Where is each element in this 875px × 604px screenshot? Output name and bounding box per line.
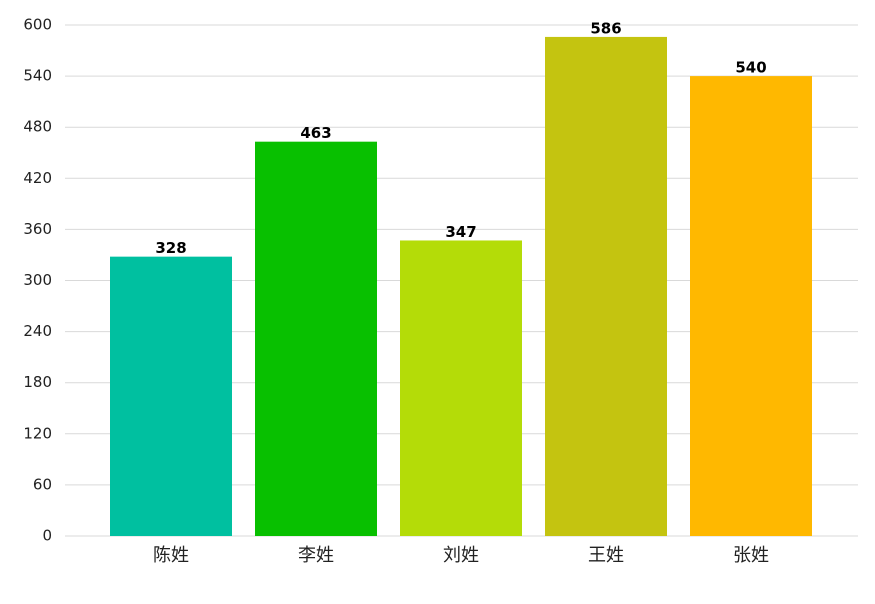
bar xyxy=(110,256,232,536)
bar xyxy=(255,141,377,536)
x-tick-label: 李姓 xyxy=(298,545,334,566)
value-label: 328 xyxy=(155,239,186,257)
bar xyxy=(690,76,812,536)
bar xyxy=(400,240,522,536)
value-label: 347 xyxy=(445,223,476,241)
x-tick-label: 刘姓 xyxy=(443,545,479,566)
y-tick-label: 180 xyxy=(23,373,52,391)
y-tick-label: 300 xyxy=(23,271,52,289)
bar xyxy=(545,36,667,536)
y-tick-label: 600 xyxy=(23,16,52,34)
y-tick-label: 0 xyxy=(42,527,52,545)
y-tick-label: 240 xyxy=(23,322,52,340)
y-tick-label: 420 xyxy=(23,169,52,187)
x-tick-label: 陈姓 xyxy=(153,545,189,566)
y-tick-label: 120 xyxy=(23,424,52,442)
x-tick-label: 张姓 xyxy=(733,545,769,566)
value-label: 463 xyxy=(300,124,331,142)
y-tick-label: 360 xyxy=(23,220,52,238)
y-tick-label: 60 xyxy=(33,475,52,493)
value-label: 540 xyxy=(735,59,766,77)
x-tick-label: 王姓 xyxy=(588,545,624,566)
y-tick-label: 480 xyxy=(23,118,52,136)
value-label: 586 xyxy=(590,19,621,37)
y-tick-label: 540 xyxy=(23,67,52,85)
